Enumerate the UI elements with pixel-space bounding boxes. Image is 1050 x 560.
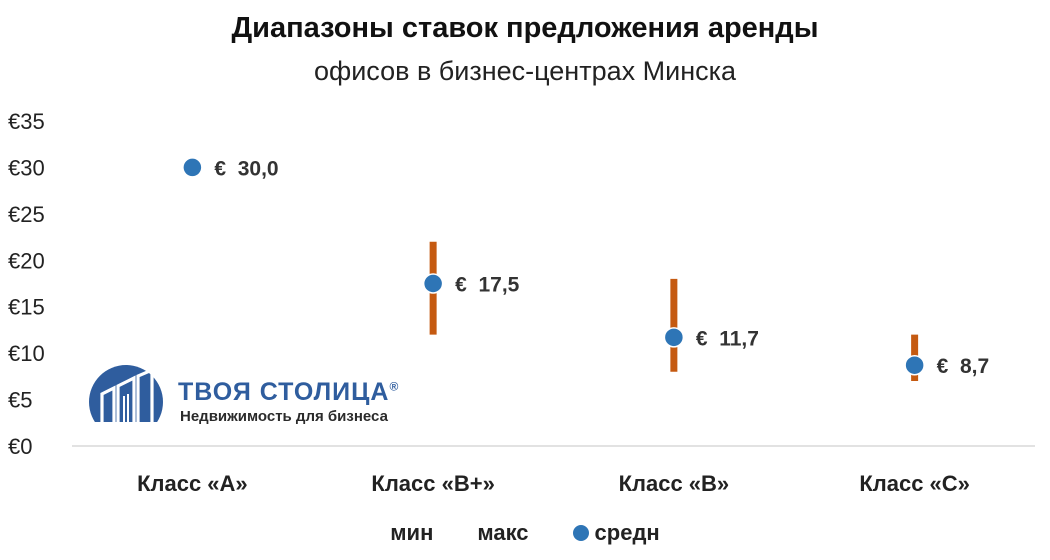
y-tick-label: €0 — [8, 434, 32, 459]
legend-item-max: макс — [477, 520, 528, 546]
x-tick-label: Класс «В+» — [371, 471, 494, 496]
data-label: € 11,7 — [696, 327, 759, 350]
y-tick-label: €35 — [8, 109, 45, 134]
avg-point — [422, 273, 444, 294]
logo-name: ТВОЯ СТОЛИЦА® — [178, 378, 400, 406]
company-logo: ТВОЯ СТОЛИЦА® Недвижимость для бизнеса — [88, 364, 438, 428]
legend-item-avg: средн — [572, 520, 660, 546]
y-tick-label: €30 — [8, 155, 45, 180]
logo-tagline: Недвижимость для бизнеса — [180, 408, 388, 425]
data-label: € 17,5 — [455, 274, 520, 297]
y-tick-label: €20 — [8, 248, 45, 273]
y-tick-label: €10 — [8, 341, 45, 366]
avg-point — [904, 354, 925, 376]
y-tick-label: €15 — [8, 295, 45, 320]
x-tick-label: Класс «С» — [859, 471, 970, 496]
building-logo-icon — [89, 365, 163, 422]
legend-item-min: мин — [390, 520, 433, 546]
x-tick-label: Класс «А» — [137, 471, 248, 496]
data-label: € 30,0 — [214, 157, 278, 180]
avg-point — [663, 327, 685, 348]
data-label: € 8,7 — [937, 355, 990, 378]
legend-label-max: макс — [477, 520, 529, 545]
y-tick-label: €25 — [8, 202, 45, 227]
legend-marker-avg — [572, 525, 589, 541]
legend-label-min: мин — [390, 520, 434, 545]
chart-title: Диапазоны ставок предложения аренды — [231, 12, 819, 44]
x-tick-label: Класс «В» — [619, 471, 730, 496]
y-tick-label: €5 — [8, 388, 32, 413]
chart-legend: мин макс средн — [0, 520, 1050, 546]
legend-label-avg: средн — [594, 520, 660, 545]
avg-point — [182, 157, 203, 178]
chart-subtitle: офисов в бизнес-центрах Минска — [313, 56, 737, 86]
